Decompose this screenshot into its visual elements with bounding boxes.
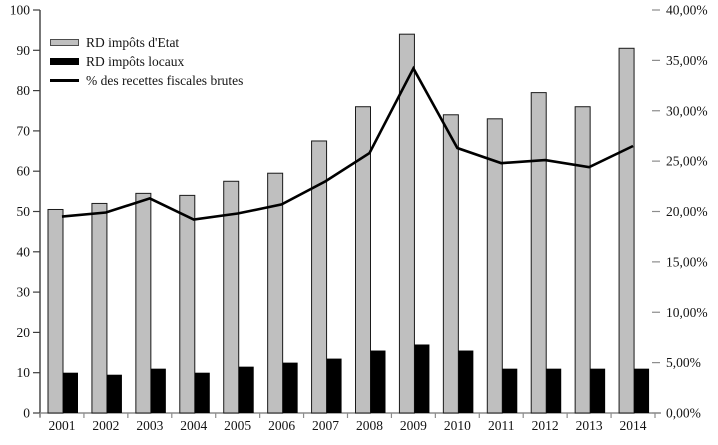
- y-axis-right-label: 5,00%: [666, 355, 701, 370]
- bar-rd-impots-etat-2004: [179, 194, 196, 414]
- y-axis-left-label: 40: [17, 244, 31, 259]
- bar-rd-impots-locaux-2006: [282, 362, 298, 413]
- bar-rd-impots-locaux-2012: [546, 368, 562, 413]
- chart-legend: RD impôts d'Etat RD impôts locaux % des …: [50, 33, 243, 90]
- bar-rd-impots-locaux-2010: [458, 350, 474, 413]
- bar-rd-impots-locaux-2007: [326, 358, 342, 413]
- bar-rd-impots-locaux-2004: [194, 372, 210, 413]
- bar-rd-impots-locaux-2008: [370, 350, 386, 413]
- legend-black-bar-icon: [50, 58, 79, 65]
- y-axis-right-label: 35,00%: [666, 53, 708, 68]
- y-axis-left-label: 20: [17, 325, 31, 340]
- y-axis-left-label: 90: [17, 43, 31, 58]
- y-axis-left-label: 10: [17, 365, 31, 380]
- bar-rd-impots-etat-2008: [355, 106, 371, 414]
- bar-rd-impots-locaux-2011: [502, 368, 518, 413]
- bar-rd-impots-etat-2011: [486, 118, 503, 414]
- y-axis-left-label: 100: [10, 3, 31, 18]
- y-axis-left-label: 50: [17, 204, 31, 219]
- legend-label-pct-recettes: % des recettes fiscales brutes: [86, 72, 244, 88]
- x-axis-label-2010: 2010: [444, 418, 471, 433]
- bar-rd-impots-etat-2010: [442, 114, 459, 414]
- y-axis-left-label: 70: [17, 123, 31, 138]
- bar-rd-impots-etat-2001: [47, 208, 64, 414]
- x-axis-label-2001: 2001: [48, 418, 75, 433]
- bar-rd-impots-locaux-2003: [150, 368, 166, 413]
- y-axis-left-label: 0: [23, 406, 30, 421]
- y-axis-right-label: 25,00%: [666, 154, 708, 169]
- legend-item-rd-impots-etat: RD impôts d'Etat: [50, 33, 243, 52]
- y-axis-left-label: 30: [17, 285, 31, 300]
- y-axis-right-label: 40,00%: [666, 3, 708, 18]
- x-axis-label-2014: 2014: [620, 418, 647, 433]
- bar-rd-impots-etat-2005: [223, 180, 240, 414]
- x-axis-label-2004: 2004: [180, 418, 207, 433]
- x-axis-label-2012: 2012: [532, 418, 559, 433]
- bar-rd-impots-etat-2007: [311, 140, 328, 414]
- bar-rd-impots-etat-2009: [398, 33, 415, 414]
- legend-label-rd-impots-locaux: RD impôts locaux: [86, 53, 185, 69]
- x-axis-label-2011: 2011: [488, 418, 515, 433]
- line-pct-recettes-fiscales-brutes: [61, 65, 634, 221]
- x-axis-label-2006: 2006: [268, 418, 295, 433]
- y-axis-right-label: 15,00%: [666, 254, 708, 269]
- x-axis-label-2005: 2005: [224, 418, 251, 433]
- bar-rd-impots-etat-2003: [135, 192, 152, 414]
- y-axis-left-label: 60: [17, 164, 31, 179]
- x-axis-label-2002: 2002: [92, 418, 119, 433]
- bar-rd-impots-locaux-2002: [106, 374, 122, 413]
- bar-rd-impots-etat-2012: [530, 92, 547, 414]
- bar-rd-impots-locaux-2013: [590, 368, 606, 413]
- y-axis-right-label: 10,00%: [666, 305, 708, 320]
- x-axis-label-2013: 2013: [576, 418, 603, 433]
- x-axis-label-2007: 2007: [312, 418, 339, 433]
- legend-item-pct-recettes: % des recettes fiscales brutes: [50, 71, 243, 90]
- legend-line-icon: [50, 79, 79, 82]
- bar-rd-impots-locaux-2001: [63, 372, 78, 413]
- x-axis-label-2003: 2003: [136, 418, 163, 433]
- x-axis-label-2008: 2008: [356, 418, 383, 433]
- legend-gray-bar-icon: [50, 39, 79, 46]
- y-axis-right-label: 20,00%: [666, 204, 708, 219]
- bar-rd-impots-locaux-2009: [414, 344, 430, 413]
- bar-rd-impots-etat-2006: [267, 172, 284, 414]
- bar-rd-impots-etat-2002: [91, 202, 108, 414]
- legend-label-rd-impots-etat: RD impôts d'Etat: [86, 34, 180, 50]
- y-axis-left-label: 80: [17, 83, 31, 98]
- bar-rd-impots-locaux-2005: [238, 366, 254, 413]
- x-axis-label-2009: 2009: [400, 418, 427, 433]
- bar-rd-impots-locaux-2014: [634, 368, 650, 413]
- y-axis-right-label: 0,00%: [666, 406, 701, 421]
- y-axis-right-label: 30,00%: [666, 103, 708, 118]
- bar-rd-impots-etat-2013: [574, 106, 591, 414]
- legend-item-rd-impots-locaux: RD impôts locaux: [50, 52, 243, 71]
- bar-rd-impots-etat-2014: [618, 47, 635, 414]
